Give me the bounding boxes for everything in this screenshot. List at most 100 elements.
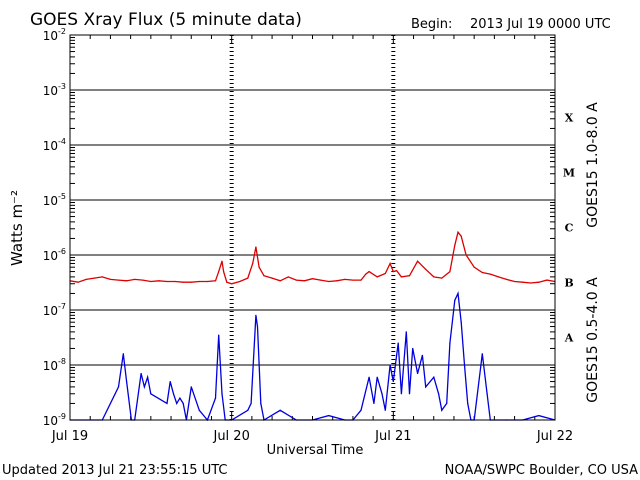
series-1-point [247, 277, 249, 279]
series-1-point [395, 270, 398, 272]
series-2-point [140, 372, 142, 375]
series-2-point [438, 393, 440, 395]
series-1-point [125, 280, 128, 282]
series-2-point [147, 376, 149, 378]
series-2-point [256, 325, 259, 328]
series-1-point [198, 280, 200, 283]
series-2-point [260, 402, 262, 405]
series-1-point [295, 279, 297, 281]
series-2-point [389, 364, 391, 366]
series-2-point [381, 393, 383, 395]
y-tick-label: 10-3 [43, 82, 66, 98]
series-1-point [400, 276, 403, 278]
series-2-point [463, 364, 466, 366]
series-1-point [473, 266, 475, 268]
y-axis-label: Watts m⁻² [8, 190, 26, 266]
series-1-point [190, 281, 192, 283]
series-2-point [446, 402, 448, 405]
series-2-point [441, 409, 443, 411]
series-line-2 [70, 291, 556, 422]
series-2-point [368, 376, 370, 378]
legend-series-2: GOES15 0.5-4.0 A [585, 277, 601, 403]
flare-class-labels: X M C B A [563, 112, 575, 345]
series-1-point [182, 281, 184, 283]
series-1-point [117, 279, 120, 281]
flare-class-label: A [564, 332, 574, 345]
series-2-point [169, 380, 171, 383]
series-1-point [101, 276, 103, 278]
series-1-point [513, 280, 516, 283]
series-1-point [481, 271, 483, 274]
series-1-point [530, 282, 532, 284]
series-1-point [497, 276, 500, 278]
series-2-point [433, 376, 435, 378]
series-2-point [179, 397, 181, 399]
series-1-point [271, 277, 273, 279]
series-1-point [134, 278, 136, 281]
series-2-point [190, 386, 192, 388]
series-2-point [392, 380, 394, 383]
series-2-point [405, 331, 407, 333]
series-1-point [384, 272, 386, 275]
series-1-point [226, 281, 228, 283]
series-2-point [400, 393, 403, 395]
series-2-point [125, 380, 128, 383]
begin-label: Begin: [411, 17, 452, 32]
series-1-point [441, 277, 443, 279]
series-2-point [182, 402, 184, 405]
series-2-point [218, 334, 220, 336]
series-2-point [397, 342, 399, 344]
series-1-point [465, 254, 467, 256]
series-1-point [344, 278, 346, 281]
series-1-point [77, 281, 79, 283]
series-1-point [258, 266, 260, 268]
series-2-point [360, 409, 362, 411]
y-tick-label: 10-5 [43, 192, 66, 208]
series-1-point [222, 270, 225, 273]
series-1-point [109, 278, 112, 281]
flare-class-label: C [565, 222, 574, 235]
series-1-point [416, 260, 419, 262]
begin-value: 2013 Jul 19 0000 UTC [470, 17, 611, 32]
chart-title: GOES Xray Flux (5 minute data) [30, 10, 302, 30]
series-2-point [143, 386, 145, 388]
x-axis-label: Universal Time [267, 443, 364, 458]
x-tick-label: Jul 19 [51, 429, 88, 444]
series-1-point [454, 244, 456, 246]
series-2-point [250, 402, 252, 405]
x-tick-label: Jul 20 [212, 429, 249, 444]
series-2-point [176, 402, 178, 405]
flare-class-label: B [564, 277, 573, 290]
y-tick-label: 10-2 [43, 27, 66, 43]
series-1-point [352, 279, 354, 281]
series-2-point [214, 397, 217, 399]
series-1-point [311, 278, 314, 280]
series-2-point [122, 353, 124, 355]
series-2-point [376, 376, 378, 378]
series-1-point [460, 235, 462, 237]
series-2-point [279, 409, 281, 411]
legend-series-1: GOES15 1.0-8.0 A [585, 102, 601, 228]
flare-class-label: M [563, 167, 575, 180]
y-tick-label: 10-4 [43, 137, 66, 153]
series-1-point [365, 273, 367, 275]
x-tick-label: Jul 22 [536, 429, 573, 444]
series-1-point [287, 276, 289, 278]
series-2-point [117, 386, 120, 388]
series-1-point [158, 280, 160, 282]
series-2-point [408, 393, 411, 395]
series-2-point [425, 386, 427, 388]
series-1-point [174, 280, 176, 283]
series-2-point [454, 299, 456, 301]
series-1-point [166, 280, 168, 283]
flare-class-label: X [565, 112, 574, 125]
series-1-point [368, 270, 370, 273]
series-1-point [214, 280, 217, 282]
series-2-point [538, 415, 540, 417]
series-2-point [198, 409, 200, 411]
series-2-point [460, 321, 462, 323]
series-1-point [376, 276, 378, 278]
grid-layer [69, 34, 556, 421]
series-2-point [449, 342, 451, 344]
